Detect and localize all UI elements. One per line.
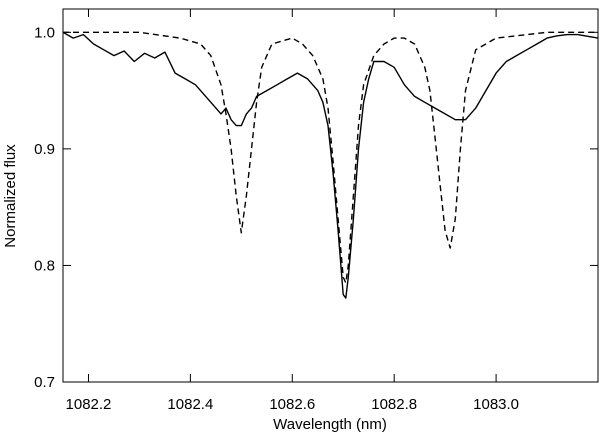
model-dashed-line [63,31,598,284]
x-tick-label: 1082.2 [66,396,112,413]
x-axis-label: Wavelength (nm) [273,416,387,433]
y-tick-label: 0.8 [34,257,55,274]
x-tick-label: 1082.8 [371,396,417,413]
x-tick-label: 1083.0 [473,396,519,413]
x-axis-ticks: 1082.2 1082.4 1082.6 1082.8 1083.0 [66,9,519,413]
plot-frame [62,8,599,383]
y-tick-label: 0.7 [34,374,55,391]
y-axis-label: Normalized flux [2,144,19,248]
y-tick-label: 0.9 [34,141,55,158]
x-tick-label: 1082.4 [167,396,213,413]
y-tick-label: 1.0 [34,24,55,41]
x-tick-label: 1082.6 [269,396,315,413]
plot-area: 1082.2 1082.4 1082.6 1082.8 1083.0 0.7 0.8 0.9… [34,8,599,413]
series-layer [62,31,599,299]
y-axis-ticks: 0.7 0.8 0.9 1.0 [34,24,598,391]
observed-solid-line [62,31,599,299]
